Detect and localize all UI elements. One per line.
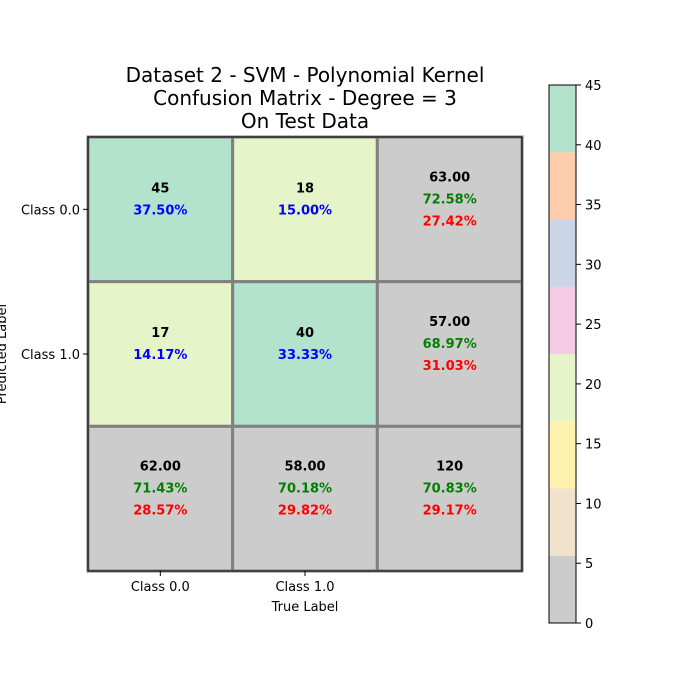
y-tick-label: Class 1.0 xyxy=(21,348,80,363)
colorbar-segment xyxy=(549,85,576,153)
y-axis-label: Predicted Label xyxy=(0,304,10,404)
matrix-cell xyxy=(86,424,235,573)
x-tick-label: Class 0.0 xyxy=(131,580,190,595)
matrix-cell xyxy=(375,424,524,573)
cell-label: 45 xyxy=(151,181,169,196)
colorbar-tick-label: 30 xyxy=(585,258,602,273)
colorbar-segment xyxy=(549,488,576,556)
colorbar: 0 5 10 15 20 25 30 35 40 45 xyxy=(548,79,602,632)
colorbar-segment xyxy=(549,555,576,623)
cell-label: 28.57% xyxy=(133,504,187,519)
cell-label: 68.97% xyxy=(423,337,477,352)
x-tick-label: Class 1.0 xyxy=(275,580,334,595)
colorbar-frame xyxy=(548,84,577,624)
cell-label: 40 xyxy=(296,326,314,341)
title-line-2: Confusion Matrix - Degree = 3 xyxy=(153,86,457,110)
cell-label: 29.82% xyxy=(278,504,332,519)
chart-title: Dataset 2 - SVM - Polynomial Kernel Conf… xyxy=(126,63,485,133)
cell-label: 57.00 xyxy=(429,315,470,330)
matrix-cell xyxy=(375,280,524,428)
cell-label: 120 xyxy=(436,460,463,475)
matrix-cell-labels: 45 37.50% 18 15.00% 63.00 72.58% 27.42% 17 14.17… xyxy=(133,170,476,518)
cell-label: 29.17% xyxy=(423,504,477,519)
colorbar-tick-label: 40 xyxy=(585,139,602,154)
cell-label: 72.58% xyxy=(423,192,477,207)
cell-label: 70.83% xyxy=(423,482,477,497)
matrix-cell xyxy=(231,424,379,573)
y-tick-label: Class 0.0 xyxy=(21,203,80,218)
cell-label: 58.00 xyxy=(284,460,325,475)
colorbar-tick-label: 0 xyxy=(585,617,593,632)
cell-label: 71.43% xyxy=(133,482,187,497)
matrix-cell xyxy=(375,135,524,284)
cell-label: 63.00 xyxy=(429,170,470,185)
cell-label: 27.42% xyxy=(423,214,477,229)
cell-label: 18 xyxy=(296,181,314,196)
colorbar-segment xyxy=(549,219,576,287)
cell-label: 33.33% xyxy=(278,348,332,363)
colorbar-segment xyxy=(549,354,576,422)
y-axis-ticks: Class 0.0 Class 1.0 xyxy=(21,203,88,363)
title-line-3: On Test Data xyxy=(241,109,369,133)
colorbar-segment xyxy=(549,152,576,220)
title-line-1: Dataset 2 - SVM - Polynomial Kernel xyxy=(126,63,485,87)
cell-label: 62.00 xyxy=(140,460,181,475)
colorbar-segment xyxy=(549,421,576,489)
x-axis-label: True Label xyxy=(271,600,339,615)
cell-label: 15.00% xyxy=(278,203,332,218)
colorbar-tick-label: 45 xyxy=(585,79,602,94)
cell-label: 31.03% xyxy=(423,359,477,374)
cell-label: 70.18% xyxy=(278,482,332,497)
cell-label: 17 xyxy=(151,326,169,341)
colorbar-segment xyxy=(549,286,576,354)
x-axis-ticks: Class 0.0 Class 1.0 xyxy=(131,571,335,595)
colorbar-tick-label: 10 xyxy=(585,497,602,512)
colorbar-tick-label: 25 xyxy=(585,318,602,333)
colorbar-tick-label: 20 xyxy=(585,378,602,393)
colorbar-tick-label: 5 xyxy=(585,557,593,572)
colorbar-tick-label: 35 xyxy=(585,199,602,214)
matrix-cell xyxy=(86,135,235,284)
cell-label: 14.17% xyxy=(133,348,187,363)
colorbar-tick-label: 15 xyxy=(585,438,602,453)
matrix-cell xyxy=(231,135,379,284)
cell-label: 37.50% xyxy=(133,203,187,218)
